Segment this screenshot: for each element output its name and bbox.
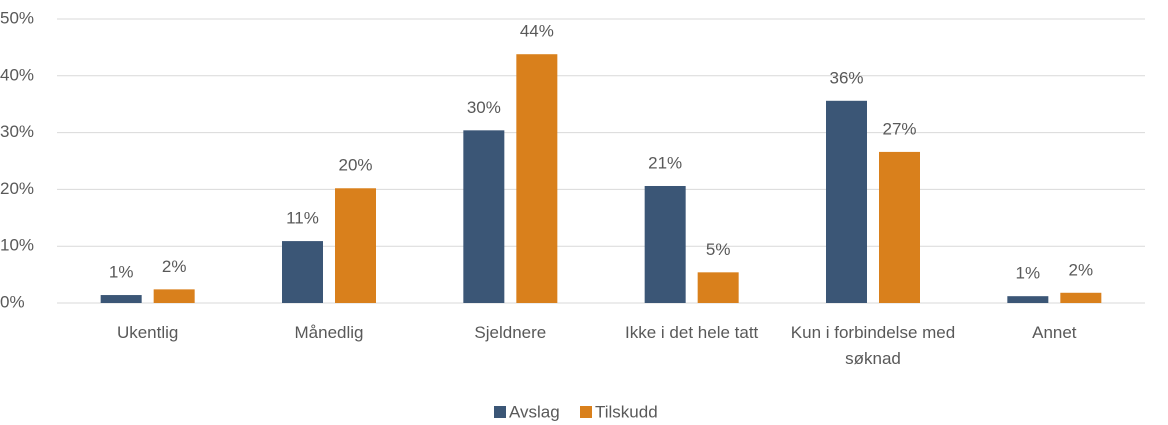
- value-label: 44%: [520, 22, 554, 41]
- bar: [335, 188, 376, 303]
- bar: [282, 241, 323, 303]
- bar: [100, 295, 142, 303]
- bar: [516, 54, 558, 303]
- legend-swatch: [494, 406, 506, 418]
- bar: [644, 185, 686, 303]
- value-label: 5%: [706, 240, 731, 259]
- value-label: 11%: [286, 209, 319, 228]
- x-tick-label: Ikke i det hele tatt: [625, 323, 759, 342]
- bar: [1007, 296, 1049, 303]
- value-label: 2%: [162, 257, 187, 276]
- value-label: 1%: [1016, 264, 1041, 283]
- y-tick-label: 40%: [0, 65, 34, 84]
- y-tick-label: 20%: [0, 179, 34, 198]
- x-tick-label: Ukentlig: [116, 323, 179, 342]
- y-tick-label: 50%: [0, 8, 34, 27]
- y-tick-label: 10%: [0, 236, 34, 255]
- x-tick-label: Kun i forbindelse med søknad: [790, 323, 956, 368]
- value-label: 1%: [109, 263, 134, 282]
- bar: [697, 272, 739, 303]
- legend-label: Avslag: [509, 402, 560, 421]
- value-label: 21%: [648, 153, 682, 172]
- value-label: 20%: [338, 156, 372, 175]
- y-tick-label: 30%: [0, 122, 34, 141]
- bar: [826, 100, 867, 304]
- x-tick-label: Månedlig: [294, 323, 364, 342]
- x-tick-label: Annet: [1032, 323, 1077, 342]
- value-label: 36%: [829, 68, 863, 87]
- value-label: 30%: [467, 98, 501, 117]
- bar: [153, 289, 195, 303]
- bar: [1060, 292, 1102, 303]
- bar: [879, 151, 920, 303]
- legend-label: Tilskudd: [595, 402, 658, 421]
- bar: [463, 130, 505, 303]
- legend-swatch: [580, 406, 592, 418]
- y-tick-label: 0%: [0, 292, 25, 311]
- x-tick-label: Sjeldnere: [474, 323, 547, 342]
- value-label: 2%: [1069, 260, 1094, 279]
- value-label: 27%: [882, 119, 916, 138]
